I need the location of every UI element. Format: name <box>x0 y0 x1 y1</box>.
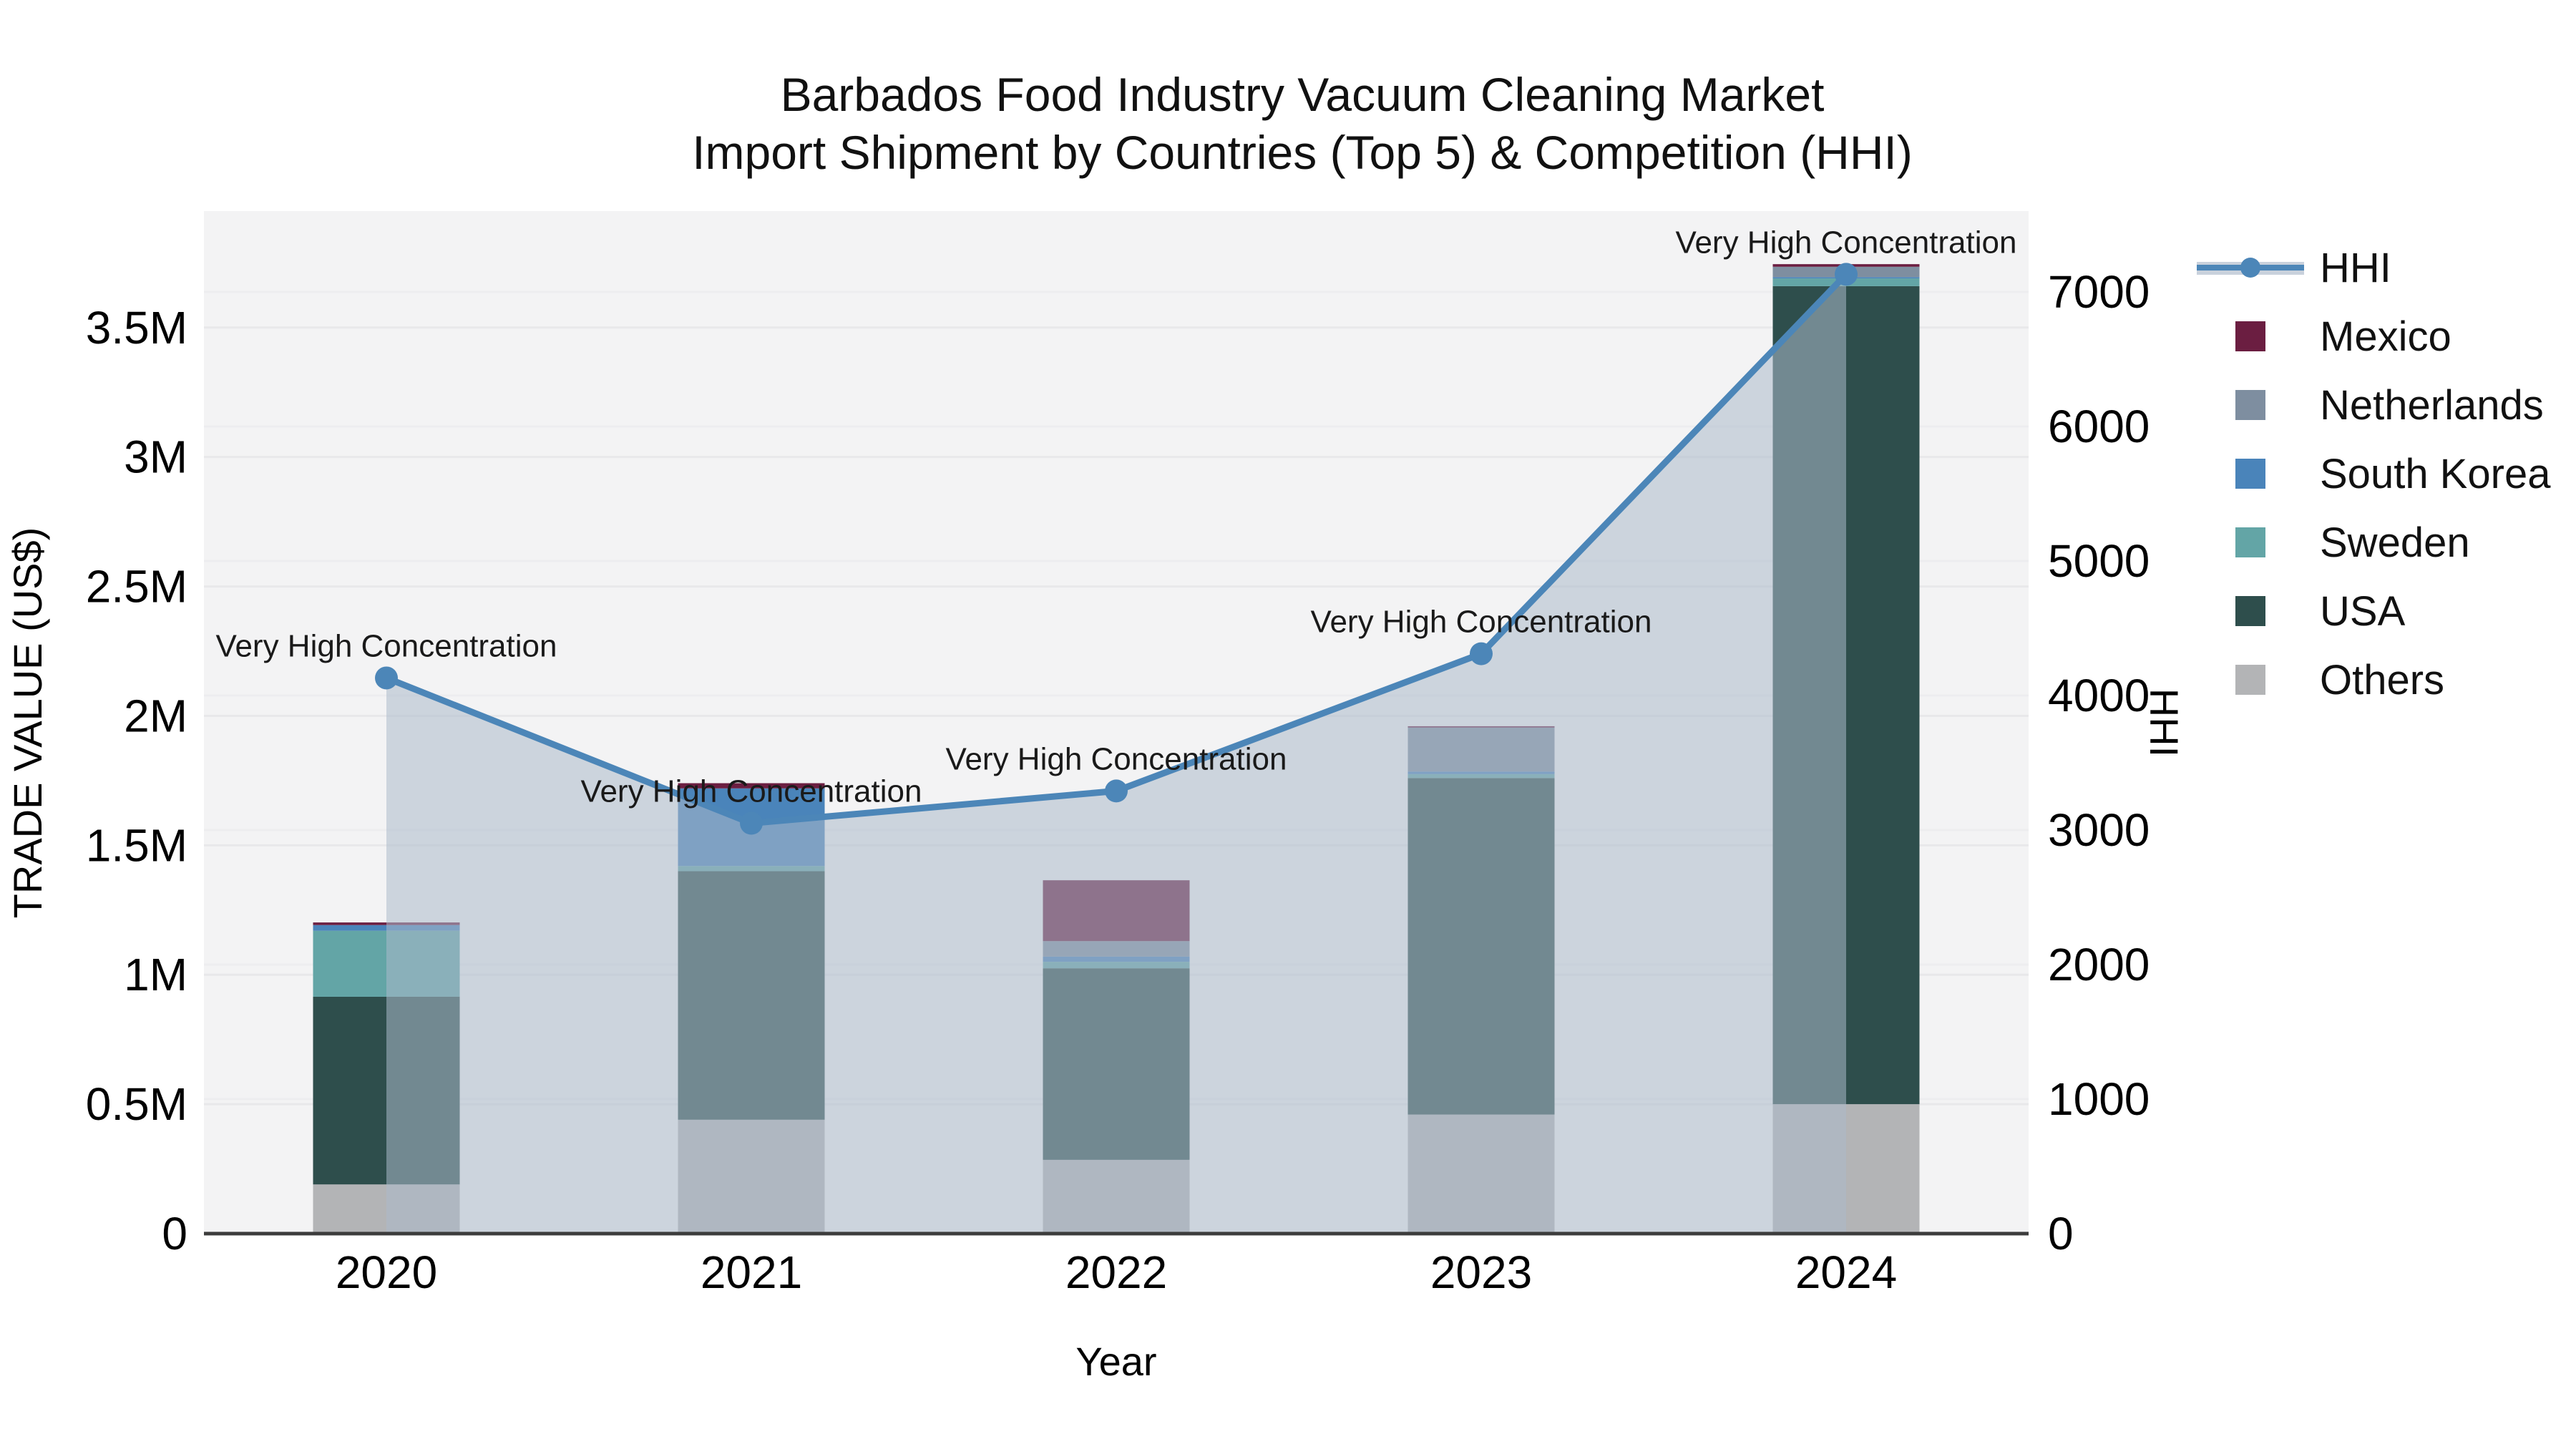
chart-title-line2: Import Shipment by Countries (Top 5) & C… <box>692 125 1913 179</box>
annotation-2024: Very High Concentration <box>1676 225 2017 260</box>
x-tick-2023: 2023 <box>1430 1246 1532 1298</box>
hhi-marker-2022 <box>1105 779 1128 803</box>
legend-item-others: Others <box>2197 645 2550 714</box>
legend-swatch-icon <box>2197 527 2304 557</box>
annotation-2020: Very High Concentration <box>216 628 557 663</box>
legend-label: South Korea <box>2320 450 2551 497</box>
y-right-tick-6000: 6000 <box>2048 401 2150 452</box>
y-right-tick-4000: 4000 <box>2048 670 2150 721</box>
legend-item-netherlands: Netherlands <box>2197 371 2550 439</box>
annotation-2023: Very High Concentration <box>1311 605 1652 640</box>
legend-swatch-icon <box>2197 390 2304 420</box>
legend-swatch-icon <box>2197 321 2304 351</box>
x-tick-2021: 2021 <box>701 1246 802 1298</box>
y-right-tick-2000: 2000 <box>2048 939 2150 990</box>
chart-title: Barbados Food Industry Vacuum Cleaning M… <box>692 66 1913 181</box>
y-left-tick-3.5M: 3.5M <box>86 302 187 353</box>
y-left-tick-0.5M: 0.5M <box>86 1078 187 1130</box>
y-left-tick-0: 0 <box>162 1208 187 1259</box>
y-left-tick-2.5M: 2.5M <box>86 561 187 613</box>
chart-title-line1: Barbados Food Industry Vacuum Cleaning M… <box>780 68 1825 121</box>
x-tick-2024: 2024 <box>1795 1246 1897 1298</box>
x-tick-2020: 2020 <box>336 1246 437 1298</box>
y-right-tick-7000: 7000 <box>2048 266 2150 318</box>
bar-segment-mexico-2021 <box>678 783 825 789</box>
legend-label: Sweden <box>2320 519 2470 566</box>
hhi-area-fill <box>386 274 1846 1234</box>
y-right-tick-0: 0 <box>2048 1208 2074 1259</box>
hhi-marker-2024 <box>1835 263 1858 286</box>
y-left-axis-title: TRADE VALUE (US$) <box>5 527 50 919</box>
legend-label: Mexico <box>2320 313 2451 360</box>
legend-label: Others <box>2320 656 2445 703</box>
x-tick-2022: 2022 <box>1065 1246 1167 1298</box>
legend-item-hhi: HHI <box>2197 233 2550 302</box>
y-left-tick-2M: 2M <box>124 690 187 741</box>
y-left-tick-3M: 3M <box>124 431 187 483</box>
annotation-2022: Very High Concentration <box>946 741 1287 776</box>
legend-label: Netherlands <box>2320 381 2544 429</box>
y-left-tick-1.5M: 1.5M <box>86 819 187 871</box>
legend-swatch-icon <box>2197 596 2304 626</box>
y-right-tick-1000: 1000 <box>2048 1073 2150 1125</box>
legend-label: HHI <box>2320 244 2391 291</box>
annotation-2021: Very High Concentration <box>581 774 922 809</box>
legend-swatch-icon <box>2197 665 2304 695</box>
y-right-axis-title: HHI <box>2142 688 2187 757</box>
legend-item-sweden: Sweden <box>2197 508 2550 577</box>
hhi-marker-2020 <box>375 666 398 690</box>
y-right-tick-3000: 3000 <box>2048 804 2150 856</box>
legend-label: USA <box>2320 587 2406 635</box>
hhi-line-sample-icon <box>2197 255 2304 280</box>
legend-swatch-icon <box>2197 459 2304 489</box>
legend-item-south-korea: South Korea <box>2197 439 2550 508</box>
hhi-marker-2021 <box>740 811 763 835</box>
y-left-tick-1M: 1M <box>124 949 187 1000</box>
legend: HHI Mexico Netherlands South Korea Sweden USA… <box>2197 233 2550 714</box>
hhi-marker-2023 <box>1470 642 1493 665</box>
legend-item-usa: USA <box>2197 577 2550 645</box>
legend-item-mexico: Mexico <box>2197 302 2550 371</box>
x-axis-title: Year <box>1075 1339 1156 1384</box>
y-right-tick-5000: 5000 <box>2048 535 2150 587</box>
